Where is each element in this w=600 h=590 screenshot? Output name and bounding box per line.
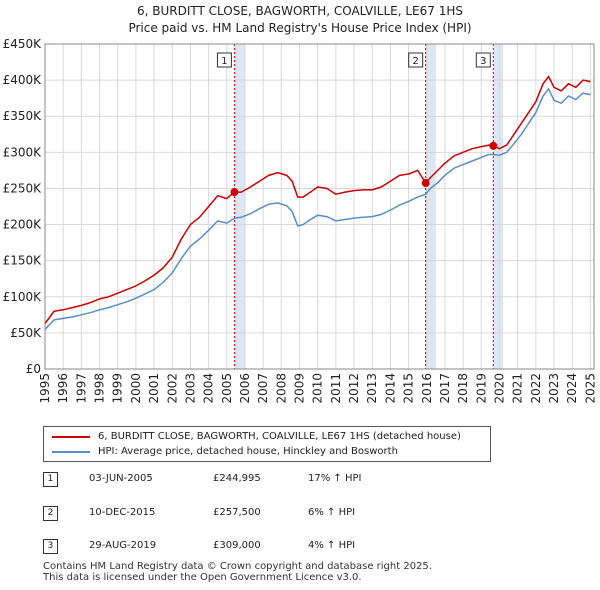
- x-tick-label: 2003: [183, 373, 197, 404]
- x-tick-label: 2011: [329, 373, 343, 404]
- x-tick-label: 2012: [347, 373, 361, 404]
- plot-area: [45, 44, 594, 369]
- sale-date: 10-DEC-2015: [89, 507, 156, 518]
- y-tick-label: £200K: [3, 218, 43, 232]
- x-tick-label: 2014: [383, 373, 397, 404]
- shaded-period: [493, 44, 504, 369]
- footer-copyright: Contains HM Land Registry data © Crown c…: [43, 561, 432, 572]
- x-tick-label: 1997: [74, 373, 88, 404]
- x-tick-label: 2015: [402, 373, 416, 404]
- x-tick-label: 1999: [111, 373, 125, 404]
- legend-swatch-hpi: [52, 451, 90, 453]
- x-tick-label: 1996: [56, 373, 70, 404]
- shaded-period: [234, 44, 245, 369]
- sale-number-badge: 2: [43, 506, 58, 521]
- x-tick-label: 2000: [129, 373, 143, 404]
- shaded-period: [425, 44, 436, 369]
- sale-point: [489, 141, 498, 150]
- x-tick-label: 2017: [438, 373, 452, 404]
- y-tick-label: £300K: [3, 145, 43, 159]
- x-tick-label: 2022: [529, 373, 543, 404]
- x-tick-label: 2002: [165, 373, 179, 404]
- x-tick-label: 2020: [492, 373, 506, 404]
- sale-marker-label: 3: [480, 56, 486, 67]
- x-tick-label: 1998: [93, 373, 107, 404]
- y-tick-label: £50K: [10, 326, 42, 340]
- x-tick-label: 2009: [293, 373, 307, 404]
- chart-legend: 6, BURDITT CLOSE, BAGWORTH, COALVILLE, L…: [43, 426, 491, 462]
- sale-price: £257,500: [213, 507, 261, 518]
- x-tick-label: 2016: [420, 373, 434, 404]
- x-tick-label: 2004: [202, 373, 216, 404]
- x-tick-label: 2001: [147, 373, 161, 404]
- x-tick-label: 1995: [38, 373, 52, 404]
- sale-point: [230, 188, 239, 197]
- sale-number-badge: 3: [43, 539, 58, 554]
- sale-marker-label: 1: [221, 56, 227, 67]
- sale-marker-box: [216, 52, 232, 68]
- y-tick-label: £0: [26, 362, 41, 376]
- x-tick-label: 2013: [365, 373, 379, 404]
- x-tick-label: 2007: [256, 373, 270, 404]
- sale-marker-box: [475, 52, 491, 68]
- chart-title: 6, BURDITT CLOSE, BAGWORTH, COALVILLE, L…: [136, 4, 463, 18]
- y-tick-label: £100K: [3, 290, 43, 304]
- sale-price: £244,995: [213, 473, 261, 484]
- x-tick-label: 2024: [565, 373, 579, 404]
- chart-subtitle: Price paid vs. HM Land Registry's House …: [128, 21, 472, 35]
- x-tick-label: 2018: [456, 373, 470, 404]
- x-tick-label: 2019: [474, 373, 488, 404]
- y-tick-label: £400K: [3, 73, 43, 87]
- footer-attribution: Contains HM Land Registry data © Crown c…: [43, 561, 432, 583]
- sale-hpi-diff: 6% ↑ HPI: [308, 507, 356, 518]
- x-tick-label: 2023: [547, 373, 561, 404]
- sale-date: 03-JUN-2005: [89, 473, 153, 484]
- property-price-line: [44, 75, 591, 324]
- y-tick-label: £350K: [3, 109, 43, 123]
- y-tick-label: £450K: [3, 37, 43, 51]
- plot-border: [44, 43, 595, 370]
- footer-licence: This data is licensed under the Open Gov…: [43, 572, 362, 583]
- sale-date: 29-AUG-2019: [89, 540, 157, 551]
- legend-label-property: 6, BURDITT CLOSE, BAGWORTH, COALVILLE, L…: [98, 431, 461, 442]
- y-tick-label: £150K: [3, 254, 43, 268]
- sale-marker-label: 2: [412, 56, 418, 67]
- x-tick-label: 2008: [274, 373, 288, 404]
- x-tick-label: 2005: [220, 373, 234, 404]
- hpi-line: [44, 88, 591, 330]
- sale-hpi-diff: 4% ↑ HPI: [308, 540, 356, 551]
- sale-row: 1 03-JUN-2005 £244,995 17% ↑ HPI: [43, 472, 403, 492]
- legend-label-hpi: HPI: Average price, detached house, Hinc…: [98, 446, 398, 457]
- sale-marker-box: [408, 52, 424, 68]
- price-chart: £0 £50K £100K £150K £200K £250K £300K £350K £400…: [3, 37, 598, 404]
- legend-swatch-property: [52, 436, 90, 438]
- sale-point: [421, 179, 430, 188]
- y-tick-label: £250K: [3, 181, 43, 195]
- sale-row: 3 29-AUG-2019 £309,000 4% ↑ HPI: [43, 539, 403, 559]
- sale-hpi-diff: 17% ↑ HPI: [308, 473, 362, 484]
- x-tick-label: 2021: [511, 373, 525, 404]
- sale-number-badge: 1: [43, 472, 58, 487]
- sale-row: 2 10-DEC-2015 £257,500 6% ↑ HPI: [43, 506, 403, 526]
- x-tick-label: 2010: [311, 373, 325, 404]
- sale-price: £309,000: [213, 540, 261, 551]
- x-tick-label: 2025: [583, 373, 597, 404]
- x-tick-label: 2006: [238, 373, 252, 404]
